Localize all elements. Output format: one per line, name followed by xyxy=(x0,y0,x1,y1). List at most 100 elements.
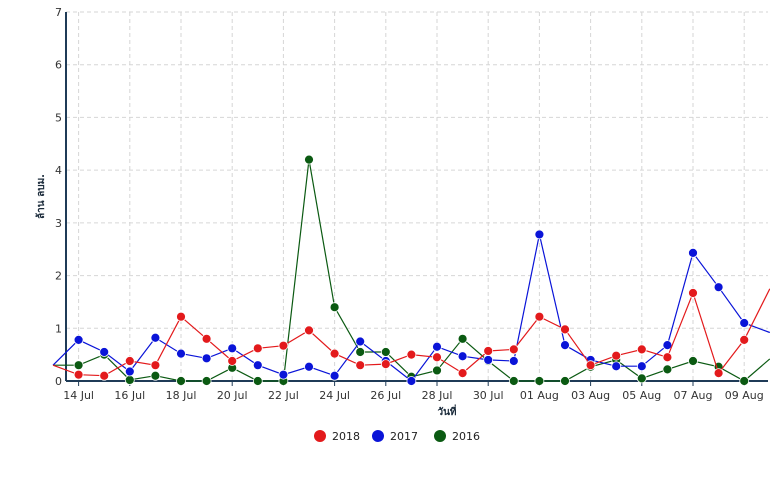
data-point xyxy=(380,359,391,370)
data-point xyxy=(150,360,161,371)
x-tick-label: 07 Aug xyxy=(674,389,713,402)
data-point xyxy=(432,352,442,363)
y-tick-label: 2 xyxy=(55,270,62,283)
x-tick-label: 20 Jul xyxy=(217,389,248,402)
data-point xyxy=(176,376,186,386)
y-tick-labels: 0 1 2 3 4 5 6 7 xyxy=(55,6,62,388)
legend-item-2018[interactable]: 2018 xyxy=(314,430,360,443)
data-point xyxy=(329,370,340,381)
axes xyxy=(65,12,768,382)
data-point xyxy=(636,373,647,384)
series-2018 xyxy=(52,288,770,381)
data-point xyxy=(662,352,673,363)
data-point xyxy=(124,356,135,366)
data-point xyxy=(304,154,314,165)
data-point xyxy=(150,332,161,343)
data-point xyxy=(99,347,110,357)
x-tick-label: 05 Aug xyxy=(622,389,661,402)
data-point xyxy=(457,351,468,362)
data-point xyxy=(534,376,545,386)
data-point xyxy=(201,333,212,344)
data-point xyxy=(483,355,494,365)
series-line-2016 xyxy=(53,159,770,382)
data-point xyxy=(636,361,647,372)
data-point xyxy=(355,347,366,357)
data-point xyxy=(124,375,135,385)
series-line-2018 xyxy=(52,288,770,377)
legend[interactable]: 2018 2017 2016 xyxy=(314,430,480,443)
data-point xyxy=(560,340,570,351)
data-point xyxy=(329,348,340,359)
legend-item-2017[interactable]: 2017 xyxy=(372,430,418,443)
data-point xyxy=(73,334,84,345)
data-point xyxy=(304,325,314,336)
data-point xyxy=(201,353,212,364)
data-point xyxy=(227,356,238,366)
data-point xyxy=(560,376,570,386)
data-point xyxy=(585,360,596,371)
legend-label: 2018 xyxy=(332,430,360,443)
x-tick-label: 30 Jul xyxy=(473,389,504,402)
data-point xyxy=(508,376,519,386)
data-point xyxy=(739,318,750,328)
x-tick-label: 01 Aug xyxy=(520,389,559,402)
y-tick-label: 5 xyxy=(55,111,62,124)
x-tick-label: 16 Jul xyxy=(114,389,145,402)
data-point xyxy=(534,311,545,322)
y-tick-label: 3 xyxy=(55,217,62,230)
data-point xyxy=(739,334,750,345)
data-point xyxy=(611,350,622,361)
data-point xyxy=(636,344,647,355)
legend-item-2016[interactable]: 2016 xyxy=(434,430,480,443)
legend-marker xyxy=(372,430,384,442)
y-tick-label: 7 xyxy=(55,6,62,19)
data-point xyxy=(688,288,698,298)
x-tick-label: 09 Aug xyxy=(725,389,764,402)
y-tick-label: 1 xyxy=(55,322,62,335)
data-point xyxy=(406,376,417,386)
data-point xyxy=(176,348,186,359)
data-point xyxy=(662,364,673,375)
data-point xyxy=(713,282,724,293)
data-point xyxy=(176,311,186,322)
legend-label: 2016 xyxy=(452,430,480,443)
data-point xyxy=(124,366,135,377)
data-point xyxy=(688,356,698,366)
data-point xyxy=(278,369,289,380)
data-point xyxy=(560,324,570,335)
data-point xyxy=(252,343,263,354)
x-tick-label: 28 Jul xyxy=(422,389,453,402)
data-point xyxy=(201,376,212,386)
data-point xyxy=(406,349,417,360)
legend-marker xyxy=(314,430,326,442)
data-point xyxy=(432,365,442,376)
data-point xyxy=(688,248,698,258)
data-point xyxy=(73,369,84,380)
data-point xyxy=(227,343,238,354)
data-point xyxy=(713,368,724,378)
y-axis-title: ล้าน ลบม. xyxy=(35,174,47,219)
series-group xyxy=(52,154,770,386)
y-tick-label: 6 xyxy=(55,59,62,72)
legend-marker xyxy=(434,430,446,442)
x-axis-title: วันที่ xyxy=(437,404,456,418)
data-point xyxy=(457,368,468,378)
data-point xyxy=(99,370,110,381)
data-point xyxy=(508,356,519,366)
data-point xyxy=(252,376,263,386)
data-point xyxy=(355,360,366,371)
x-tick-label: 24 Jul xyxy=(319,389,350,402)
data-point xyxy=(457,333,468,344)
x-tick-labels: 14 Jul 16 Jul 18 Jul 20 Jul 22 Jul 24 Jul 26 J… xyxy=(63,389,763,402)
data-point xyxy=(304,361,314,372)
data-point xyxy=(432,341,442,352)
grid xyxy=(66,11,768,386)
series-2017 xyxy=(52,229,770,386)
data-point xyxy=(611,361,622,372)
data-point xyxy=(252,360,263,371)
data-point xyxy=(329,302,340,313)
legend-label: 2017 xyxy=(390,430,418,443)
data-point xyxy=(534,229,545,240)
